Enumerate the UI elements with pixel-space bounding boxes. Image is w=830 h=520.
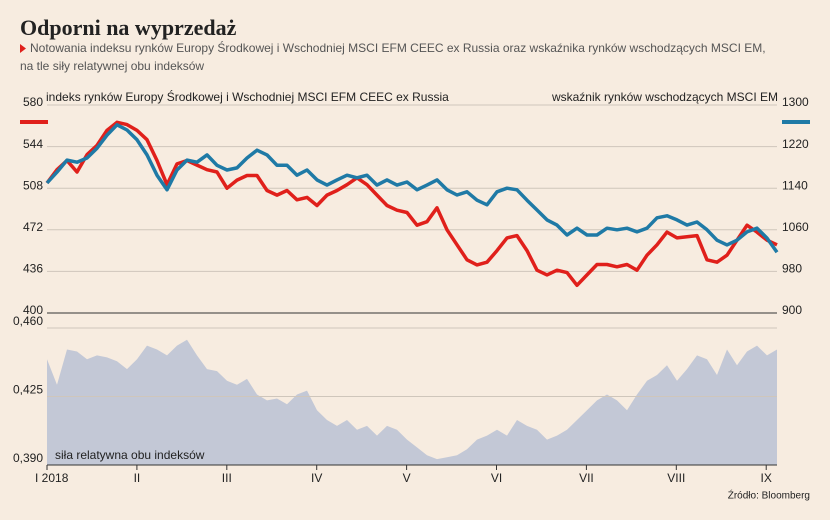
subtitle: na tle siły relatywnej obu indeksów	[20, 59, 204, 73]
y-tick-label: 0,425	[13, 383, 43, 397]
y2-tick-label: 1300	[782, 95, 809, 109]
subtitle: Notowania indeksu rynków Europy Środkowe…	[30, 40, 766, 55]
right-axis-label: wskaźnik rynków wschodzących MSCI EM	[551, 90, 778, 104]
source: Źródło: Bloomberg	[728, 489, 810, 502]
y2-tick-label: 900	[782, 303, 802, 317]
x-tick-label: VII	[579, 471, 594, 485]
y-tick-label: 508	[23, 178, 43, 192]
x-tick-label: IX	[761, 471, 772, 485]
bullet	[20, 44, 26, 53]
x-tick-label: VIII	[667, 471, 685, 485]
y2-tick-label: 1140	[782, 178, 808, 192]
chart-title: Odporni na wyprzedaż	[20, 15, 237, 40]
y-tick-label: 544	[23, 137, 43, 151]
y2-tick-label: 1060	[782, 220, 809, 234]
y2-tick-label: 1220	[782, 137, 809, 151]
x-tick-label: II	[134, 471, 141, 485]
y-tick-label: 472	[23, 220, 43, 234]
y-tick-label: 0,390	[13, 451, 43, 465]
left-axis-label: indeks rynków Europy Środkowej i Wschodn…	[46, 89, 449, 104]
area-label: siła relatywna obu indeksów	[55, 448, 205, 462]
y-tick-label: 400	[23, 303, 43, 317]
x-tick-label: VI	[491, 471, 502, 485]
x-tick-label: III	[222, 471, 232, 485]
x-tick-label: IV	[311, 471, 322, 485]
x-tick-label: V	[403, 471, 411, 485]
x-tick-label: I 2018	[35, 471, 69, 485]
y-tick-label: 0,460	[13, 314, 43, 328]
y-tick-label: 436	[23, 262, 43, 276]
area	[47, 339, 777, 465]
y-tick-label: 580	[23, 95, 43, 109]
y2-tick-label: 980	[782, 262, 802, 276]
series-line	[45, 120, 778, 288]
series-line	[45, 123, 779, 254]
